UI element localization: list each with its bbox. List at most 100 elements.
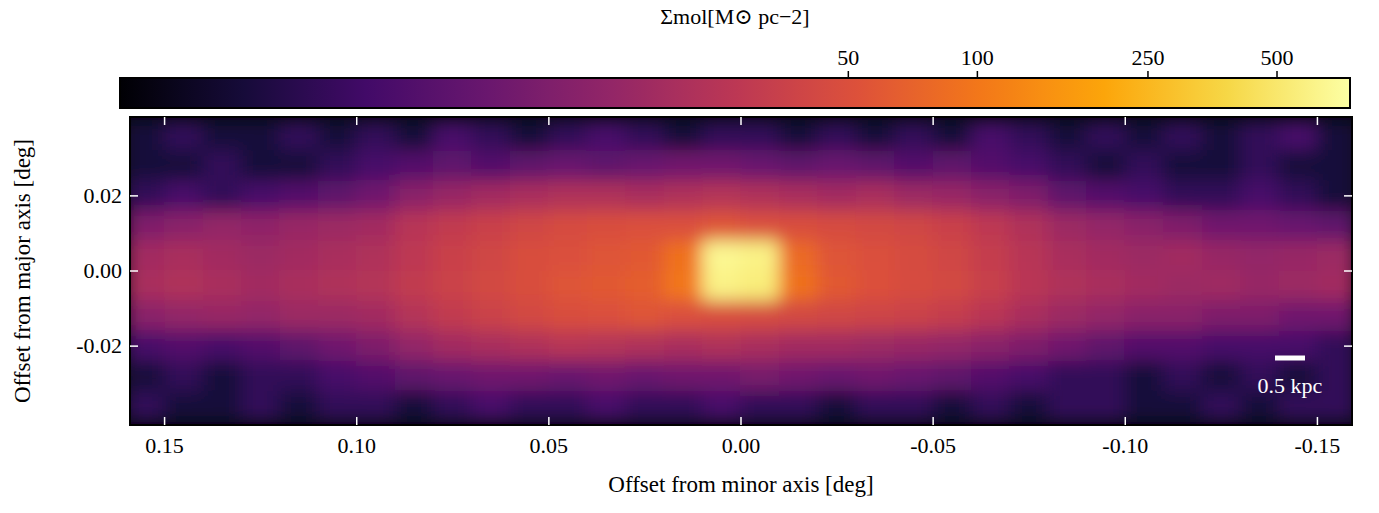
heatmap-cell bbox=[472, 150, 511, 181]
heatmap-cell bbox=[1317, 120, 1352, 151]
heatmap-cell bbox=[1048, 210, 1087, 241]
heatmap-cell bbox=[1278, 240, 1317, 271]
heatmap-cell bbox=[356, 210, 395, 241]
heatmap-cell bbox=[203, 391, 242, 422]
heatmap-cell bbox=[856, 120, 895, 151]
heatmap-cell bbox=[203, 180, 242, 211]
heatmap-cell bbox=[433, 120, 472, 151]
heatmap-cell bbox=[1086, 271, 1125, 302]
heatmap-cell bbox=[433, 150, 472, 181]
heatmap-cell bbox=[779, 301, 818, 332]
heatmap-cell bbox=[1125, 361, 1164, 392]
y-tick bbox=[130, 270, 138, 272]
heatmap-cell bbox=[856, 331, 895, 362]
heatmap-cell bbox=[587, 271, 626, 302]
colorbar-tick bbox=[848, 71, 850, 78]
heatmap-cell bbox=[472, 240, 511, 271]
heatmap-cell bbox=[933, 210, 972, 241]
heatmap-cell bbox=[817, 120, 856, 151]
heatmap-cell bbox=[625, 331, 664, 362]
heatmap-cell bbox=[933, 150, 972, 181]
heatmap-cell bbox=[130, 120, 165, 151]
heatmap-cell bbox=[318, 150, 357, 181]
heatmap-cell bbox=[164, 301, 203, 332]
heatmap-cell bbox=[130, 271, 165, 302]
heatmap-cell bbox=[779, 331, 818, 362]
heatmap-cell bbox=[1202, 240, 1241, 271]
heatmap-cell bbox=[702, 210, 741, 241]
heatmap-cell bbox=[1317, 301, 1352, 332]
y-tick bbox=[130, 195, 138, 197]
heatmap-cell bbox=[318, 180, 357, 211]
heatmap-cell bbox=[395, 180, 434, 211]
heatmap-cell bbox=[279, 301, 318, 332]
heatmap-cell bbox=[1163, 331, 1202, 362]
heatmap-cell bbox=[741, 331, 780, 362]
heatmap-cell bbox=[894, 120, 933, 151]
heatmap-cell bbox=[587, 361, 626, 392]
heatmap-cell bbox=[1086, 301, 1125, 332]
heatmap-cell bbox=[1086, 210, 1125, 241]
heatmap-cell bbox=[971, 361, 1010, 392]
heatmap-cell bbox=[241, 331, 280, 362]
heatmap-cell bbox=[779, 240, 818, 271]
heatmap-cell bbox=[664, 361, 703, 392]
heatmap-cell bbox=[817, 331, 856, 362]
heatmap-cell bbox=[933, 331, 972, 362]
heatmap-cell bbox=[1278, 271, 1317, 302]
heatmap-cell bbox=[1125, 150, 1164, 181]
heatmap-cell bbox=[779, 150, 818, 181]
heatmap-cell bbox=[856, 150, 895, 181]
heatmap-cell bbox=[1048, 271, 1087, 302]
heatmap-cell bbox=[625, 271, 664, 302]
heatmap-cell bbox=[356, 180, 395, 211]
heatmap-cell bbox=[203, 271, 242, 302]
heatmap-cell bbox=[741, 271, 780, 302]
y-axis-title: Offset from major axis [deg] bbox=[10, 139, 35, 403]
x-tick bbox=[1317, 117, 1319, 125]
heatmap-cell bbox=[318, 240, 357, 271]
heatmap-cell bbox=[587, 331, 626, 362]
heatmap-cell bbox=[279, 331, 318, 362]
heatmap-cell bbox=[1202, 150, 1241, 181]
heatmap-cell bbox=[587, 120, 626, 151]
heatmap-cell bbox=[241, 210, 280, 241]
heatmap-cell bbox=[318, 210, 357, 241]
heatmap-cell bbox=[548, 391, 587, 422]
heatmap-cell bbox=[1125, 271, 1164, 302]
heatmap-cell bbox=[702, 391, 741, 422]
heatmap-cell bbox=[164, 150, 203, 181]
heatmap-cell bbox=[472, 301, 511, 332]
heatmap-cell bbox=[548, 210, 587, 241]
heatmap-cell bbox=[702, 331, 741, 362]
plot-frame bbox=[130, 117, 1352, 425]
heatmap-cell bbox=[971, 180, 1010, 211]
heatmap-cell bbox=[971, 271, 1010, 302]
heatmap-cell bbox=[164, 240, 203, 271]
heatmap-cell bbox=[702, 240, 741, 271]
heatmap-cell bbox=[664, 240, 703, 271]
colorbar-tick-label: 100 bbox=[961, 45, 994, 70]
colorbar-tick-label: 500 bbox=[1261, 45, 1294, 70]
heatmap-cell bbox=[472, 180, 511, 211]
heatmap-cell bbox=[318, 361, 357, 392]
heatmap-cell bbox=[817, 150, 856, 181]
colorbar-tick bbox=[1276, 71, 1278, 78]
heatmap-cell bbox=[894, 210, 933, 241]
heatmap-cell bbox=[625, 391, 664, 422]
heatmap-cell bbox=[203, 150, 242, 181]
scale-bar-label: 0.5 kpc bbox=[1258, 373, 1323, 398]
heatmap-cell bbox=[356, 361, 395, 392]
heatmap-cell bbox=[395, 391, 434, 422]
heatmap-cell bbox=[741, 150, 780, 181]
heatmap-cell bbox=[130, 210, 165, 241]
heatmap-cell bbox=[1048, 361, 1087, 392]
heatmap-cell bbox=[894, 301, 933, 332]
heatmap-cell bbox=[894, 150, 933, 181]
heatmap-cell bbox=[1125, 331, 1164, 362]
heatmap-cell bbox=[472, 271, 511, 302]
heatmap-cell bbox=[164, 271, 203, 302]
x-tick bbox=[1125, 417, 1127, 425]
heatmap-cell bbox=[1240, 301, 1279, 332]
heatmap-cell bbox=[664, 331, 703, 362]
